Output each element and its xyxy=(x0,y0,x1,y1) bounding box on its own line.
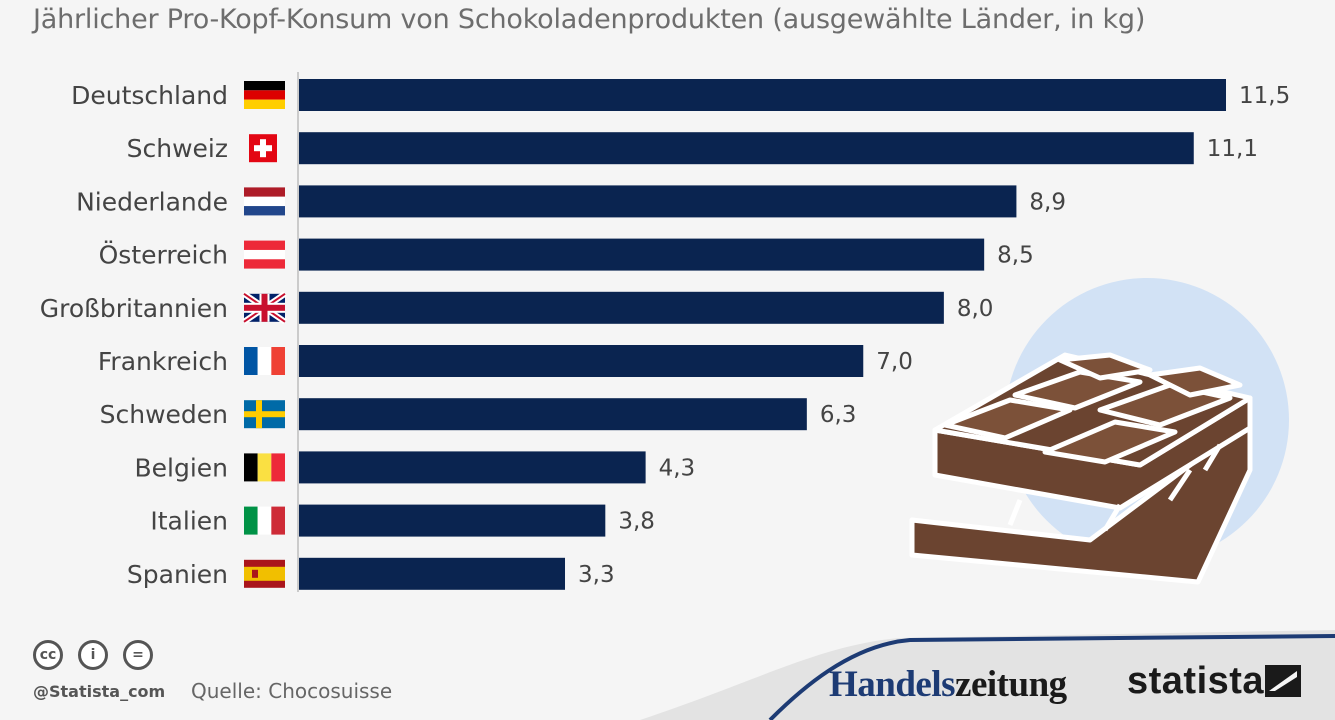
source-label: Quelle: Chocosuisse xyxy=(191,679,393,703)
category-label-5: Frankreich xyxy=(98,347,228,376)
bar-8 xyxy=(299,504,606,537)
by-license-icon[interactable]: i xyxy=(78,640,108,670)
category-label-0: Deutschland xyxy=(71,81,228,110)
category-label-6: Schweden xyxy=(100,400,228,429)
bar-9 xyxy=(299,557,566,590)
logo-part-b: zeitung xyxy=(955,664,1067,705)
category-label-2: Niederlande xyxy=(76,187,228,216)
statista-logo[interactable]: statista xyxy=(1127,660,1265,702)
chocolate-bar-icon xyxy=(909,352,1253,585)
germany-flag-icon xyxy=(244,81,285,109)
spain-flag-icon xyxy=(244,559,285,588)
value-label-8: 3,8 xyxy=(618,509,655,535)
bar-2 xyxy=(299,185,1017,218)
bar-4 xyxy=(299,291,944,324)
italy-flag-icon xyxy=(244,506,285,535)
uk-flag-icon xyxy=(242,291,287,325)
statista-handle[interactable]: @Statista_com xyxy=(33,682,166,701)
category-label-9: Spanien xyxy=(127,560,228,589)
footer-wave-shape xyxy=(640,630,1335,720)
statista-mark-icon xyxy=(1265,665,1301,697)
netherlands-flag-icon xyxy=(244,187,285,216)
bar-5 xyxy=(299,345,864,377)
value-label-2: 8,9 xyxy=(1029,189,1066,215)
bar-7 xyxy=(299,451,646,484)
chart-subtitle: Jährlicher Pro-Kopf-Konsum von Schokolad… xyxy=(33,4,1146,35)
value-label-1: 11,1 xyxy=(1207,136,1258,162)
bar-6 xyxy=(299,398,807,431)
chocolate-illustration xyxy=(909,278,1289,585)
logo-part-a: Handels xyxy=(829,664,956,705)
bar-1 xyxy=(299,132,1194,165)
belgium-flag-icon xyxy=(244,453,285,482)
category-label-8: Italien xyxy=(150,507,228,536)
category-label-7: Belgien xyxy=(134,453,228,482)
value-label-4: 8,0 xyxy=(957,296,994,322)
handelszeitung-logo[interactable]: Handelszeitung xyxy=(829,663,1067,706)
bar-3 xyxy=(299,238,985,271)
category-label-3: Österreich xyxy=(99,241,228,270)
footer-wave-stroke xyxy=(768,634,1335,720)
bar-0 xyxy=(299,79,1226,111)
value-label-0: 11,5 xyxy=(1239,83,1290,109)
france-flag-icon xyxy=(244,347,285,375)
category-label-1: Schweiz xyxy=(127,134,228,163)
austria-flag-icon xyxy=(244,240,285,269)
bars-layer: Deutschland 11,5 Schweiz 11,1 Niederlande 8,9… xyxy=(40,79,1290,590)
bar-chart: Deutschland 11,5 Schweiz 11,1 Niederlande 8,9… xyxy=(40,72,1290,592)
sweden-flag-icon xyxy=(244,400,285,429)
value-label-3: 8,5 xyxy=(997,243,1034,269)
footer-wave xyxy=(640,630,1335,720)
value-label-6: 6,3 xyxy=(820,402,857,428)
cc-license-icon[interactable]: cc xyxy=(33,640,63,670)
category-label-4: Großbritannien xyxy=(40,294,228,323)
nd-license-icon[interactable]: = xyxy=(123,640,153,670)
value-label-5: 7,0 xyxy=(876,349,913,375)
switzerland-flag-icon xyxy=(249,134,277,163)
value-label-7: 4,3 xyxy=(659,455,696,481)
value-label-9: 3,3 xyxy=(578,562,615,588)
